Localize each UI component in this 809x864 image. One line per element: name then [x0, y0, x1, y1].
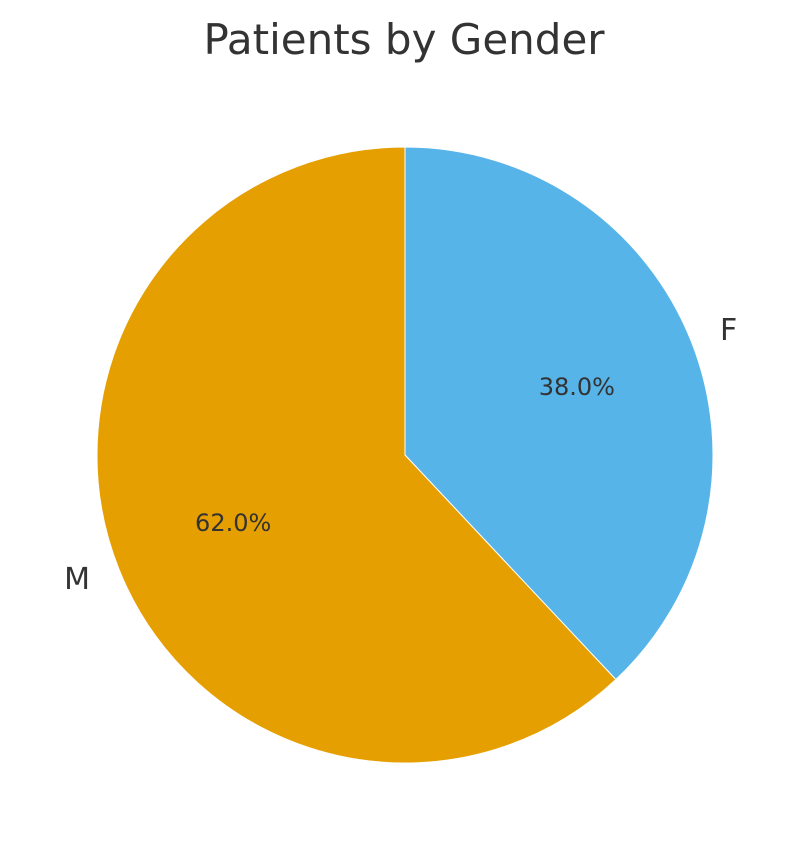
- slice-percent-m: 62.0%: [195, 509, 271, 537]
- slice-label-m: M: [64, 562, 90, 597]
- pie-slices: [96, 146, 714, 764]
- slice-percent-f: 38.0%: [539, 373, 615, 401]
- pie-slice-f: [404, 146, 714, 681]
- pie-labels: F 38.0% M 62.0%: [64, 313, 737, 597]
- pie-slice-m: [96, 146, 617, 764]
- slice-label-f: F: [720, 313, 737, 348]
- chart-title: Patients by Gender: [203, 15, 605, 64]
